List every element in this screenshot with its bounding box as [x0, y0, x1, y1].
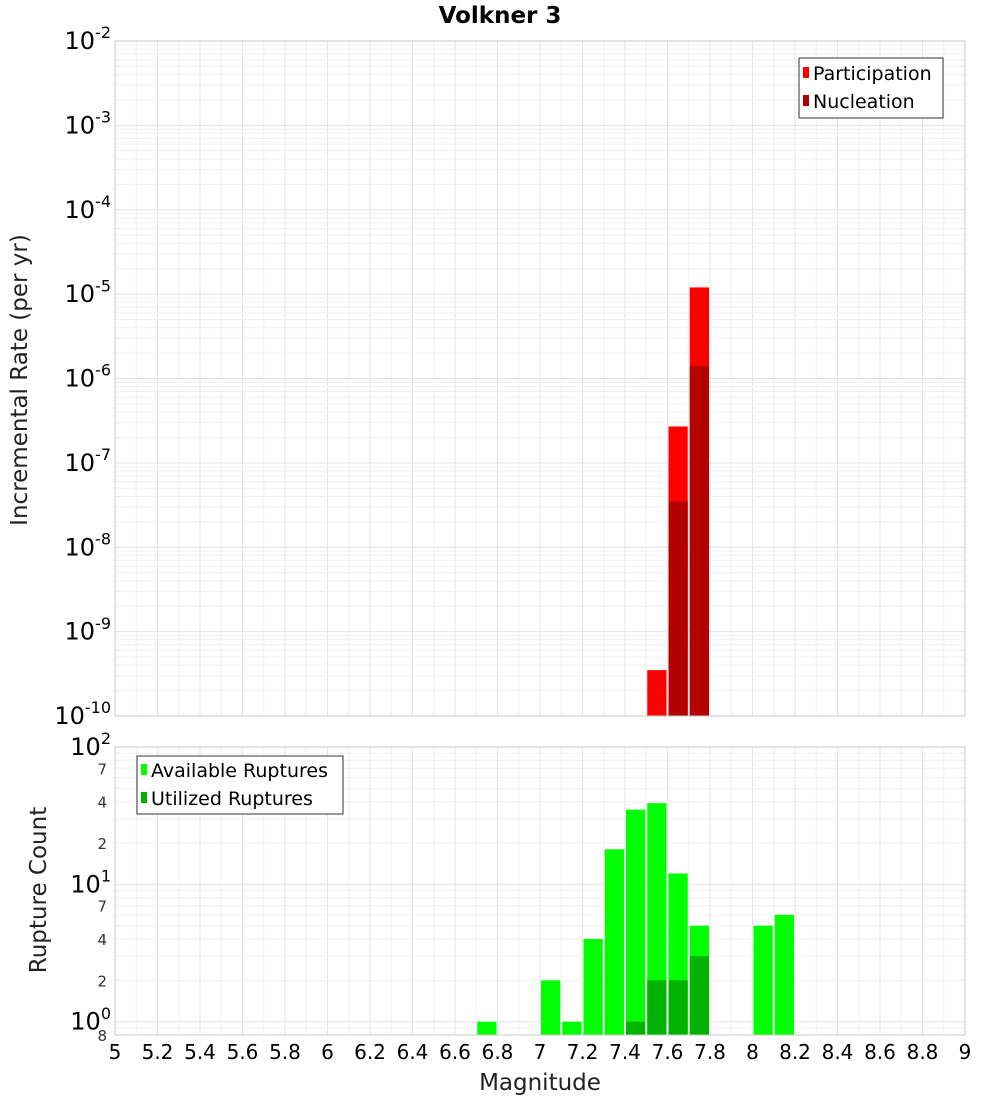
- x-tick-label: 7.6: [652, 1040, 684, 1064]
- legend-swatch-participation: [803, 67, 809, 78]
- bar-available-ruptures: [626, 809, 646, 1035]
- legend-label-utilized: Utilized Ruptures: [151, 788, 313, 810]
- bar-available-ruptures: [774, 914, 794, 1035]
- top-gridlines: [114, 40, 966, 717]
- x-tick-label: 5.8: [269, 1040, 301, 1064]
- x-tick-label: 7.8: [694, 1040, 726, 1064]
- bar-utilized-ruptures: [668, 980, 688, 1035]
- y-tick-label: 101: [70, 867, 111, 899]
- legend-swatch-utilized: [141, 792, 147, 803]
- y-tick-label: 10-8: [65, 529, 112, 561]
- legend-label-nucleation: Nucleation: [813, 91, 915, 113]
- y-minor-tick-label: 7: [97, 760, 107, 778]
- bar-available-ruptures: [647, 803, 667, 1035]
- x-tick-label: 9: [959, 1040, 972, 1064]
- y-minor-tick-label: 2: [97, 972, 107, 990]
- y-tick-label: 10-10: [54, 698, 111, 730]
- bottom-y-tick-labels: 100 101 102 8 2 4 7 2 4 7: [70, 729, 111, 1045]
- x-tick-label: 7.4: [609, 1040, 641, 1064]
- x-tick-label: 8.6: [864, 1040, 896, 1064]
- x-tick-labels: 5 5.2 5.4 5.6 5.8 6 6.2 6.4 6.6 6.8 7 7.2 7.4 7.6 7.8 8…: [109, 1040, 972, 1064]
- bar-nucleation: [668, 501, 688, 716]
- bar-utilized-ruptures: [626, 1021, 646, 1035]
- bar-utilized-ruptures: [647, 980, 667, 1035]
- y-tick-label: 10-6: [65, 361, 112, 393]
- bottom-frame: [114, 746, 966, 1036]
- bar-available-ruptures: [477, 1021, 497, 1035]
- bottom-panel: 100 101 102 8 2 4 7 2 4 7 5 5.2 5.4 5.6 5.8 6 6.2 6.4 6.6…: [70, 729, 971, 1064]
- y-tick-label: 10-7: [65, 445, 112, 477]
- bar-available-ruptures: [583, 939, 603, 1035]
- x-tick-label: 7.2: [567, 1040, 599, 1064]
- bottom-y-axis-title: Rupture Count: [26, 807, 52, 973]
- bar-nucleation: [689, 366, 709, 716]
- bottom-legend-box: [136, 755, 344, 815]
- y-minor-tick-label: 8: [97, 1027, 107, 1045]
- x-tick-label: 5.4: [184, 1040, 216, 1064]
- top-frame: [114, 40, 966, 717]
- bar-participation: [647, 670, 667, 716]
- y-tick-label: 10-3: [65, 108, 112, 140]
- top-bars: [647, 287, 709, 716]
- legend-label-available: Available Ruptures: [151, 760, 328, 782]
- legend-swatch-available: [141, 764, 147, 775]
- x-tick-label: 7: [534, 1040, 547, 1064]
- top-legend: Participation Nucleation: [798, 57, 944, 119]
- y-tick-label: 10-4: [65, 192, 112, 224]
- x-tick-label: 6.6: [439, 1040, 471, 1064]
- y-tick-label: 10-2: [65, 23, 112, 55]
- chart-title: Volkner 3: [439, 3, 562, 29]
- bar-available-ruptures: [753, 925, 773, 1035]
- bar-utilized-ruptures: [689, 956, 709, 1035]
- x-tick-label: 5.6: [227, 1040, 259, 1064]
- top-y-axis-title: Incremental Rate (per yr): [7, 234, 33, 526]
- top-panel: 10-10 10-9 10-8 10-7 10-6 10-5 10-4 10-3 10-2: [54, 23, 966, 730]
- x-tick-label: 6.4: [397, 1040, 429, 1064]
- x-tick-label: 5.2: [142, 1040, 174, 1064]
- y-tick-label: 102: [70, 729, 111, 761]
- y-minor-tick-label: 2: [97, 835, 107, 853]
- y-minor-tick-label: 4: [97, 794, 107, 812]
- x-tick-label: 8.2: [779, 1040, 811, 1064]
- x-tick-label: 8.4: [822, 1040, 854, 1064]
- x-tick-label: 8.8: [907, 1040, 939, 1064]
- y-minor-tick-label: 7: [97, 898, 107, 916]
- top-legend-box: [798, 57, 944, 119]
- bar-available-ruptures: [604, 849, 624, 1035]
- y-tick-label: 10-5: [65, 276, 112, 308]
- legend-swatch-nucleation: [803, 95, 809, 106]
- x-axis-title: Magnitude: [479, 1070, 601, 1096]
- y-tick-label: 10-9: [65, 614, 112, 646]
- y-minor-tick-label: 4: [97, 931, 107, 949]
- bar-available-ruptures: [562, 1021, 582, 1035]
- legend-label-participation: Participation: [813, 63, 932, 85]
- bottom-bars: [477, 803, 794, 1035]
- x-tick-label: 6.8: [482, 1040, 514, 1064]
- y-tick-label: 100: [70, 1004, 111, 1036]
- x-tick-label: 5: [109, 1040, 122, 1064]
- x-tick-label: 8: [746, 1040, 759, 1064]
- top-y-tick-labels: 10-10 10-9 10-8 10-7 10-6 10-5 10-4 10-3 10-2: [54, 23, 111, 730]
- bar-available-ruptures: [541, 980, 561, 1035]
- x-tick-label: 6.2: [354, 1040, 386, 1064]
- bottom-legend: Available Ruptures Utilized Ruptures: [136, 755, 344, 815]
- x-tick-label: 6: [321, 1040, 334, 1064]
